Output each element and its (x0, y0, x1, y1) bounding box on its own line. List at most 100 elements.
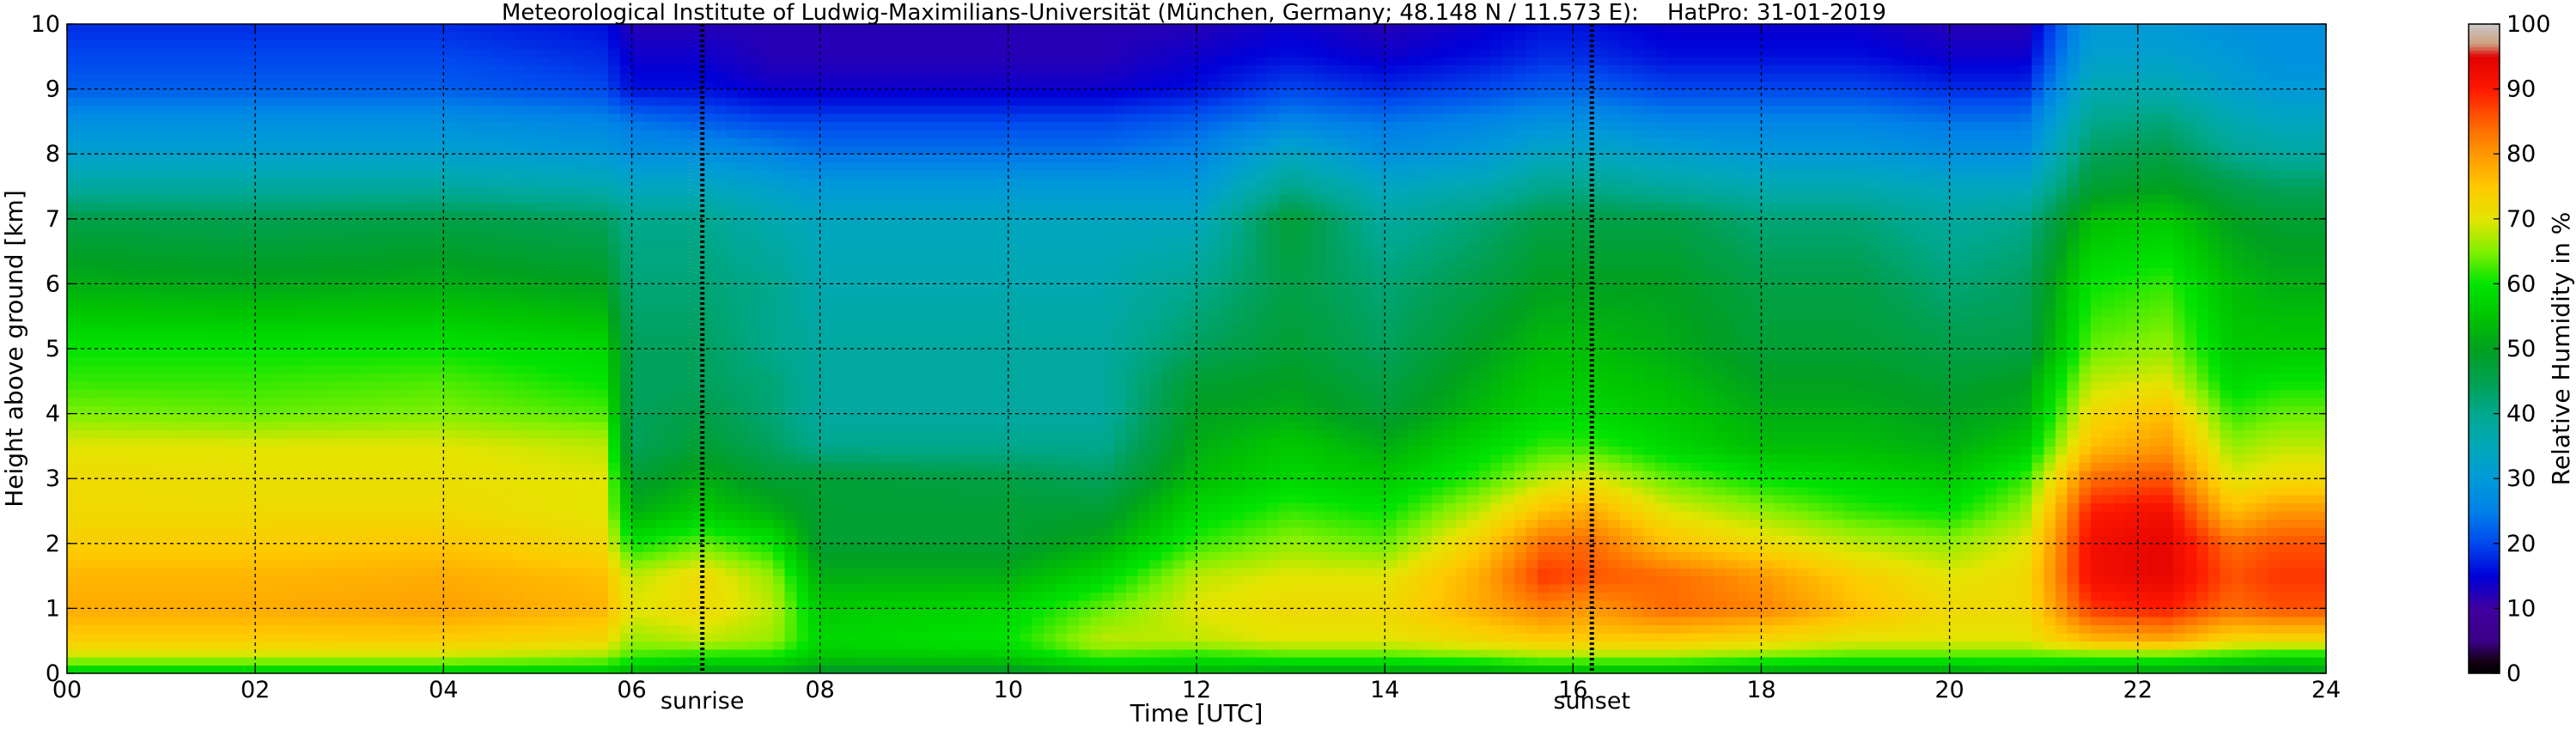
heatmap-cell (655, 437, 668, 447)
heatmap-cell (490, 413, 503, 423)
heatmap-cell (255, 397, 268, 406)
heatmap-cell (443, 641, 456, 650)
heatmap-cell (384, 519, 398, 528)
heatmap-cell (196, 88, 209, 98)
heatmap-cell (537, 324, 551, 333)
heatmap-cell (796, 648, 809, 658)
heatmap-cell (266, 641, 280, 650)
heatmap-cell (78, 121, 91, 131)
heatmap-cell (338, 648, 350, 658)
heatmap-cell (396, 364, 409, 374)
heatmap-cell (125, 584, 138, 593)
heatmap-cell (301, 535, 315, 544)
heatmap-cell (443, 397, 456, 406)
heatmap-cell (714, 568, 727, 577)
heatmap-cell (726, 495, 739, 504)
heatmap-cell (184, 251, 198, 260)
heatmap-cell (137, 599, 150, 609)
heatmap-cell (196, 72, 209, 82)
heatmap-cell (679, 97, 691, 106)
heatmap-cell (373, 592, 386, 601)
heatmap-cell (737, 129, 751, 138)
heatmap-cell (102, 470, 115, 479)
heatmap-cell (396, 227, 409, 236)
heatmap-cell (113, 178, 127, 187)
heatmap-cell (726, 453, 739, 463)
heatmap-cell (220, 24, 233, 33)
heatmap-cell (255, 186, 268, 196)
heatmap-cell (714, 113, 727, 122)
heatmap-cell (161, 316, 174, 325)
heatmap-cell (514, 56, 527, 65)
heatmap-cell (349, 113, 362, 122)
heatmap-cell (338, 495, 350, 504)
heatmap-cell (326, 275, 338, 284)
heatmap-cell (78, 526, 91, 536)
heatmap-cell (726, 275, 739, 284)
heatmap-cell (220, 170, 233, 179)
heatmap-cell (478, 113, 491, 122)
heatmap-cell (573, 373, 586, 382)
heatmap-cell (466, 568, 480, 577)
heatmap-cell (443, 380, 456, 390)
heatmap-cell (326, 543, 338, 552)
heatmap-cell (608, 559, 621, 569)
heatmap-cell (149, 194, 162, 204)
heatmap-cell (326, 495, 338, 504)
heatmap-cell (90, 543, 103, 552)
heatmap-cell (396, 88, 409, 98)
heatmap-cell (714, 413, 727, 423)
heatmap-cell (702, 462, 715, 471)
heatmap-cell (573, 259, 586, 269)
heatmap-cell (478, 511, 491, 520)
heatmap-cell (102, 259, 115, 269)
heatmap-cell (596, 535, 609, 544)
heatmap-cell (596, 373, 609, 382)
heatmap-cell (561, 568, 574, 577)
heatmap-cell (514, 40, 527, 49)
heatmap-cell (643, 64, 656, 74)
heatmap-cell (431, 259, 444, 269)
heatmap-cell (596, 267, 609, 277)
heatmap-cell (326, 316, 338, 325)
heatmap-cell (78, 88, 91, 98)
heatmap-cell (384, 657, 398, 666)
heatmap-cell (326, 641, 338, 650)
heatmap-cell (184, 24, 198, 33)
heatmap-cell (784, 137, 797, 147)
heatmap-cell (761, 559, 774, 569)
heatmap-cell (466, 648, 480, 658)
heatmap-cell (243, 170, 256, 179)
chart-title: Meteorological Institute of Ludwig-Maxim… (502, 0, 1886, 26)
heatmap-cell (255, 178, 268, 187)
heatmap-cell (549, 170, 562, 179)
heatmap-cell (137, 56, 150, 65)
heatmap-cell (679, 349, 691, 358)
heatmap-cell (796, 495, 809, 504)
heatmap-cell (90, 380, 103, 390)
heatmap-cell (255, 543, 268, 552)
heatmap-cell (78, 145, 91, 155)
heatmap-cell (608, 227, 621, 236)
heatmap-cell (67, 478, 80, 488)
heatmap-cell (113, 202, 127, 211)
heatmap-cell (514, 234, 527, 244)
heatmap-cell (726, 332, 739, 342)
heatmap-cell (137, 251, 150, 260)
heatmap-cell (184, 275, 198, 284)
heatmap-cell (631, 40, 644, 49)
heatmap-cell (113, 218, 127, 228)
heatmap-cell (349, 599, 362, 609)
heatmap-cell (349, 349, 362, 358)
heatmap-cell (608, 568, 621, 577)
heatmap-cell (384, 437, 398, 447)
heatmap-cell (431, 608, 444, 617)
heatmap-cell (537, 437, 551, 447)
heatmap-cell (596, 105, 609, 114)
heatmap-cell (702, 543, 715, 552)
heatmap-cell (137, 81, 150, 90)
heatmap-cell (772, 251, 786, 260)
heatmap-cell (67, 72, 80, 82)
heatmap-cell (243, 202, 256, 211)
heatmap-cell (537, 575, 551, 585)
